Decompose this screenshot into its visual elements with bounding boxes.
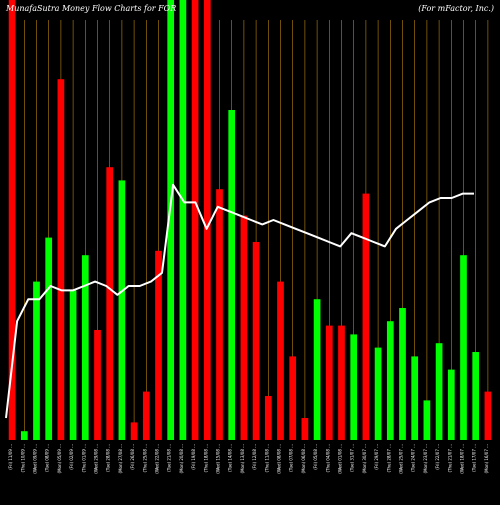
x-tick-label: (Thu) 21/07 ... — [447, 444, 452, 473]
x-tick-label: (Wed) 22/08 ... — [155, 444, 160, 474]
bar-32 — [399, 308, 406, 440]
x-tick-label: (Fri) 19/08 ... — [191, 444, 196, 470]
x-tick-label: (Wed) 29/08 ... — [94, 444, 99, 474]
bar-23 — [289, 356, 297, 440]
x-tick-label: (Thu) 28/07 ... — [386, 444, 391, 473]
bar-17 — [216, 189, 223, 440]
x-tick-label: (Fri) 29/07 ... — [374, 444, 379, 470]
x-tick-label: (Mon) 13/08 ... — [240, 444, 245, 473]
bar-16 — [203, 0, 211, 440]
x-tick-label: (Thu) 18/08 ... — [203, 444, 208, 473]
tick-layer: (Fri) 11/09 ... (Thu) 10/09 ... (Wed) 09/0… — [8, 444, 489, 474]
bar-13 — [167, 0, 175, 440]
x-tick-label: (Wed) 25/07 ... — [399, 444, 404, 474]
bar-14 — [179, 0, 187, 440]
bar-26 — [325, 325, 333, 440]
bar-15 — [191, 0, 199, 440]
x-tick-label: (Tue) 21/08 ... — [167, 444, 172, 472]
bar-35 — [435, 343, 443, 440]
bar-34 — [423, 400, 431, 440]
x-tick-label: (Wed) 18/07 ... — [460, 444, 465, 474]
x-tick-label: (Thu) 04/08 ... — [325, 444, 330, 473]
x-tick-label: (Wed) 01/08 ... — [338, 444, 343, 474]
x-tick-label: (Fri) 22/07 ... — [435, 444, 440, 470]
bar-6 — [81, 255, 89, 440]
money-flow-line — [5, 183, 474, 419]
bar-22 — [277, 281, 284, 440]
bar-4 — [57, 79, 65, 440]
bar-30 — [374, 347, 382, 440]
bar-25 — [313, 299, 321, 440]
x-tick-label: (Tue) 17/07 ... — [472, 444, 477, 472]
bar-18 — [228, 110, 236, 440]
bar-37 — [460, 255, 467, 440]
chart-title-right: (For mFactor, Inc.) — [418, 4, 494, 13]
bar-layer — [8, 0, 492, 440]
bar-20 — [252, 242, 260, 440]
x-tick-label: (Mon) 20/08 ... — [179, 444, 184, 473]
x-tick-label: (Tue) 08/09 ... — [45, 444, 50, 472]
bar-39 — [484, 391, 492, 440]
x-tick-label: (Tue) 07/08 ... — [289, 444, 294, 472]
x-tick-label: (Mon) 23/07 ... — [423, 444, 428, 473]
bar-21 — [264, 396, 272, 440]
bar-11 — [142, 391, 150, 440]
bar-7 — [94, 330, 101, 440]
x-tick-label: (Mon) 05/09 ... — [57, 444, 62, 473]
x-tick-label: (Mon) 06/08 ... — [301, 444, 306, 473]
x-tick-label: (Tue) 28/08 ... — [106, 444, 111, 472]
bar-5 — [69, 290, 77, 440]
x-tick-label: (Wed) 09/09 ... — [33, 444, 38, 474]
x-tick-label: (Mon) 30/07 ... — [362, 444, 367, 473]
x-tick-label: (Wed) 08/08 ... — [277, 444, 282, 474]
x-tick-label: (Fri) 12/08 ... — [252, 444, 257, 470]
bar-33 — [411, 356, 419, 440]
x-tick-label: (Tue) 24/07 ... — [411, 444, 416, 472]
x-tick-label: (Fri) 26/08 ... — [130, 444, 135, 470]
x-tick-label: (Tue) 31/07 ... — [350, 444, 355, 472]
chart-title-left: MunafaSutra Money Flow Charts for FOR — [5, 4, 176, 13]
x-tick-label: (Wed) 15/08 ... — [216, 444, 221, 474]
x-tick-label: (Thu) 11/08 ... — [264, 444, 269, 473]
bar-31 — [386, 321, 394, 440]
bar-10 — [130, 422, 138, 440]
bar-1 — [20, 431, 28, 440]
bar-12 — [155, 250, 162, 440]
bar-24 — [301, 418, 309, 440]
line-layer — [5, 183, 474, 419]
bar-9 — [118, 180, 126, 440]
bar-19 — [240, 215, 248, 440]
x-tick-label: (Mon) 16/07 ... — [484, 444, 489, 473]
bar-0 — [8, 0, 16, 440]
bar-8 — [106, 167, 114, 440]
x-tick-label: (Thu) 01/09 ... — [81, 444, 86, 473]
bar-36 — [447, 369, 455, 440]
x-tick-label: (Thu) 25/08 ... — [142, 444, 147, 473]
bar-28 — [350, 334, 358, 440]
bar-38 — [472, 352, 480, 440]
bar-29 — [362, 193, 370, 440]
x-tick-label: (Fri) 05/08 ... — [313, 444, 318, 470]
x-tick-label: (Fri) 02/09 ... — [69, 444, 74, 470]
x-tick-label: (Mon) 27/08 ... — [118, 444, 123, 473]
bar-27 — [338, 325, 345, 440]
bar-2 — [33, 281, 40, 440]
x-tick-label: (Thu) 10/09 ... — [20, 444, 25, 473]
x-tick-label: (Tue) 14/08 ... — [228, 444, 233, 472]
x-tick-label: (Fri) 11/09 ... — [8, 444, 13, 470]
bar-3 — [45, 237, 53, 440]
